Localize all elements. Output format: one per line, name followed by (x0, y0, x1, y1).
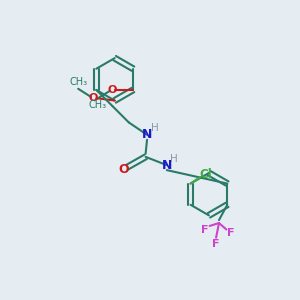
Text: O: O (89, 93, 98, 103)
Text: F: F (201, 225, 209, 235)
Text: CH₃: CH₃ (88, 100, 106, 110)
Text: F: F (227, 228, 235, 238)
Text: O: O (118, 163, 129, 176)
Text: H: H (151, 123, 158, 133)
Text: N: N (162, 159, 172, 172)
Text: H: H (170, 154, 178, 164)
Text: Cl: Cl (199, 168, 211, 181)
Text: CH₃: CH₃ (69, 77, 87, 87)
Text: O: O (107, 85, 116, 95)
Text: N: N (142, 128, 152, 141)
Text: F: F (212, 238, 219, 249)
